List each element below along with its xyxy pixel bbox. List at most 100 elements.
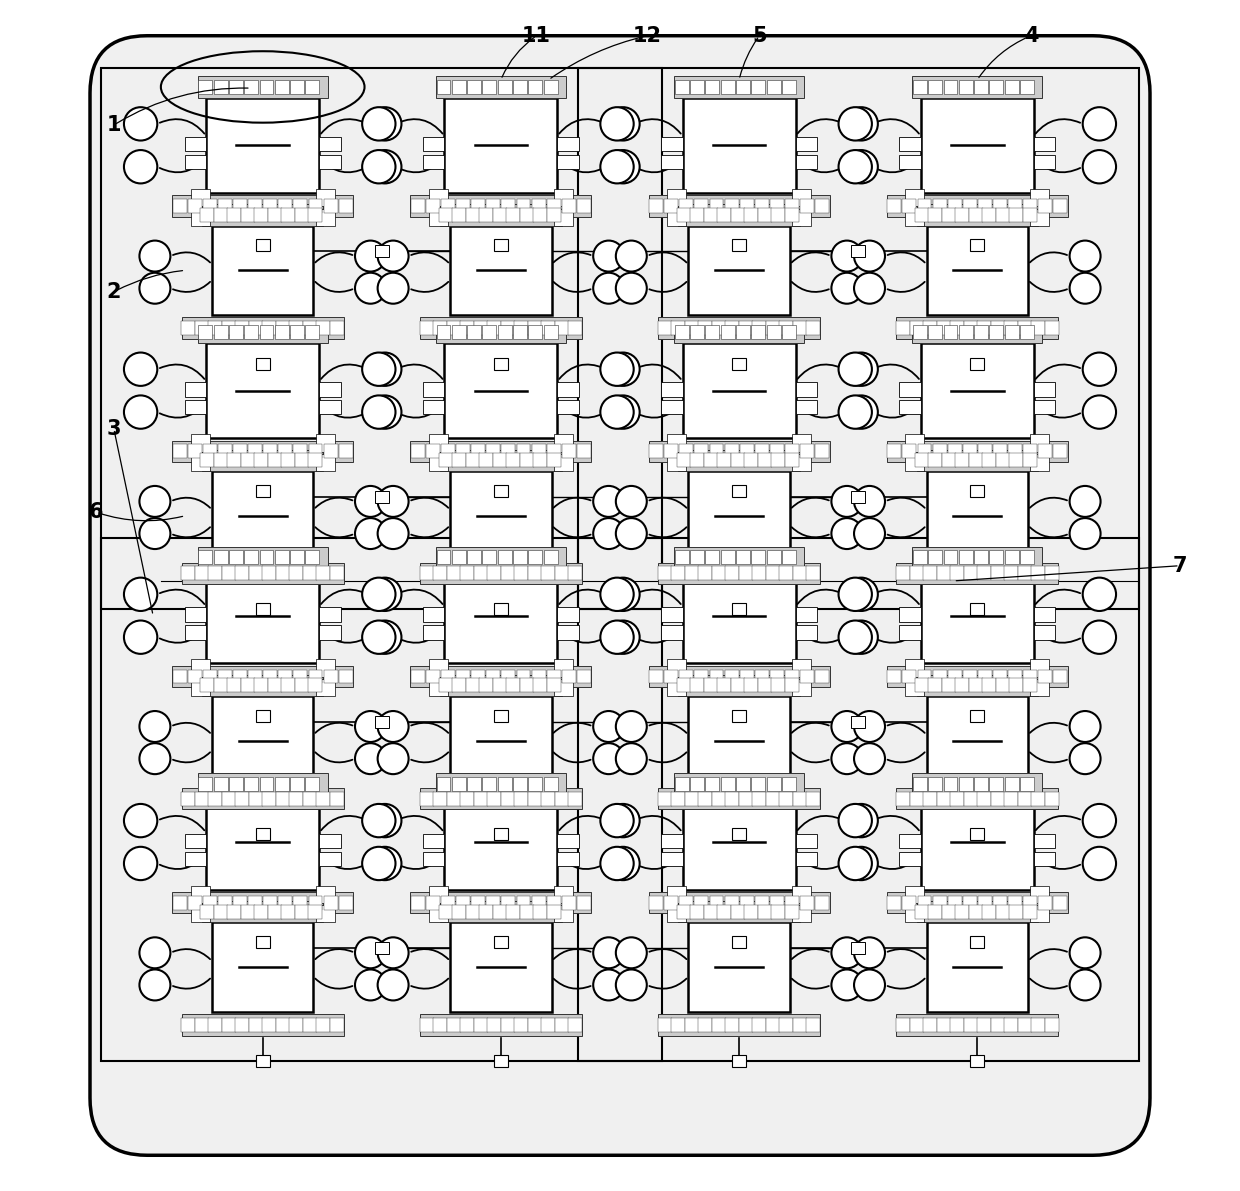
Bar <box>277 567 290 580</box>
Bar <box>309 444 322 459</box>
Bar <box>554 905 573 922</box>
Bar <box>543 777 558 791</box>
Bar <box>675 76 805 98</box>
Bar <box>423 155 444 169</box>
Circle shape <box>124 150 157 183</box>
Text: 5: 5 <box>751 26 766 45</box>
Bar <box>661 625 682 640</box>
Bar <box>758 208 771 222</box>
Bar <box>905 189 924 206</box>
Bar <box>440 450 562 472</box>
Bar <box>254 454 268 467</box>
Bar <box>568 792 582 805</box>
Bar <box>319 607 341 622</box>
Bar <box>474 322 487 335</box>
Bar <box>978 669 992 684</box>
Bar <box>453 208 466 222</box>
Bar <box>667 886 686 903</box>
Bar <box>755 199 769 213</box>
Bar <box>903 199 916 213</box>
Bar <box>744 679 758 692</box>
Bar <box>796 834 817 848</box>
Bar <box>706 777 719 791</box>
Bar <box>244 550 258 565</box>
Bar <box>658 322 672 335</box>
Bar <box>494 829 508 841</box>
Circle shape <box>844 847 878 880</box>
Bar <box>554 189 573 206</box>
Bar <box>667 435 686 451</box>
Bar <box>324 669 337 684</box>
Bar <box>471 444 485 459</box>
Bar <box>996 905 1009 918</box>
Bar <box>501 567 515 580</box>
Bar <box>661 137 682 151</box>
Bar <box>218 896 232 910</box>
Bar <box>102 538 662 1060</box>
Circle shape <box>606 353 640 386</box>
Bar <box>970 829 985 841</box>
Bar <box>316 189 335 206</box>
Bar <box>275 550 289 565</box>
Bar <box>792 208 811 226</box>
Bar <box>436 777 450 791</box>
Bar <box>309 669 322 684</box>
Bar <box>956 905 970 918</box>
Bar <box>203 669 217 684</box>
Bar <box>899 382 921 397</box>
Bar <box>1008 669 1022 684</box>
Bar <box>316 792 330 805</box>
Bar <box>1044 1018 1059 1031</box>
Bar <box>185 382 206 397</box>
Bar <box>254 679 268 692</box>
Bar <box>208 567 222 580</box>
Bar <box>897 322 910 335</box>
Bar <box>181 792 196 805</box>
Bar <box>1053 896 1068 910</box>
Bar <box>680 444 693 459</box>
Bar <box>547 208 560 222</box>
Bar <box>806 1018 821 1031</box>
Bar <box>433 792 448 805</box>
Bar <box>501 444 516 459</box>
Bar <box>451 550 466 565</box>
Bar <box>568 567 582 580</box>
Circle shape <box>368 847 402 880</box>
Bar <box>429 886 448 903</box>
Bar <box>374 716 389 728</box>
Bar <box>562 444 575 459</box>
Bar <box>248 199 262 213</box>
Bar <box>182 788 343 810</box>
Bar <box>541 567 556 580</box>
Bar <box>709 199 723 213</box>
Bar <box>319 400 341 414</box>
Bar <box>419 1018 434 1031</box>
Bar <box>528 792 542 805</box>
Circle shape <box>139 518 170 549</box>
Bar <box>255 1055 270 1067</box>
Bar <box>899 137 921 151</box>
Bar <box>1021 777 1034 791</box>
Bar <box>947 444 962 459</box>
Bar <box>667 454 686 472</box>
Bar <box>233 199 247 213</box>
Bar <box>751 550 765 565</box>
Circle shape <box>616 711 647 742</box>
Bar <box>185 625 206 640</box>
Bar <box>577 669 590 684</box>
Bar <box>792 660 811 676</box>
Bar <box>913 773 1043 794</box>
Bar <box>229 777 243 791</box>
Bar <box>1023 896 1037 910</box>
Bar <box>942 905 956 918</box>
Bar <box>471 199 485 213</box>
Bar <box>899 155 921 169</box>
Bar <box>187 669 202 684</box>
Bar <box>479 454 494 467</box>
Bar <box>324 199 337 213</box>
Bar <box>975 777 988 791</box>
Bar <box>678 902 800 922</box>
Bar <box>1032 567 1045 580</box>
Bar <box>956 208 970 222</box>
Bar <box>688 226 790 316</box>
